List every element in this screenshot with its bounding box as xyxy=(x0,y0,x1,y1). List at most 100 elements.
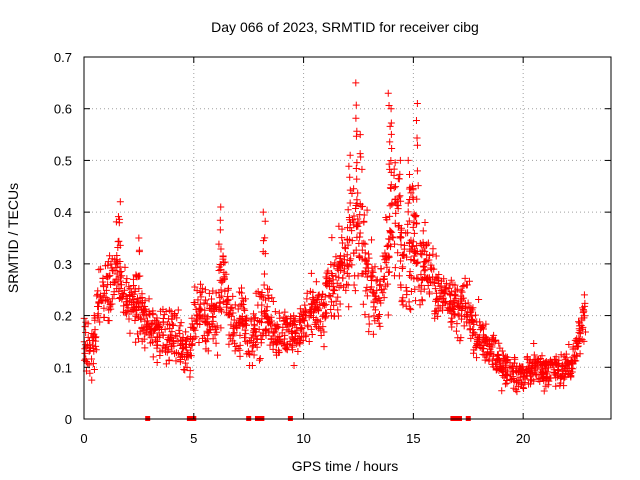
data-point xyxy=(319,312,327,320)
data-point xyxy=(457,292,465,300)
data-point xyxy=(110,288,118,296)
data-point xyxy=(346,186,354,194)
data-point xyxy=(260,281,268,289)
data-point xyxy=(421,218,429,226)
data-point xyxy=(396,192,404,200)
data-point xyxy=(115,237,123,245)
data-point xyxy=(410,275,418,283)
data-point xyxy=(169,312,177,320)
data-point xyxy=(94,302,102,310)
data-point xyxy=(464,308,472,316)
data-point xyxy=(356,211,364,219)
data-point xyxy=(290,335,298,343)
data-point xyxy=(88,376,96,384)
data-point xyxy=(116,285,124,293)
data-point xyxy=(149,353,157,361)
data-point xyxy=(161,325,169,333)
data-point xyxy=(95,299,103,307)
data-point xyxy=(409,223,417,231)
data-point xyxy=(554,366,562,374)
data-point xyxy=(451,292,459,300)
data-point xyxy=(96,318,104,326)
data-point xyxy=(263,285,271,293)
data-point xyxy=(88,355,96,363)
data-point xyxy=(388,144,396,152)
data-point xyxy=(565,340,573,348)
data-point xyxy=(223,297,231,305)
y-tick-label: 0.1 xyxy=(54,360,72,375)
data-point xyxy=(429,245,437,253)
data-point xyxy=(258,315,266,323)
data-point xyxy=(312,278,320,286)
data-point xyxy=(126,329,134,337)
data-point xyxy=(213,322,221,330)
data-point xyxy=(227,304,235,312)
data-point xyxy=(298,324,306,332)
data-point xyxy=(392,199,400,207)
data-point xyxy=(175,326,183,334)
data-point xyxy=(337,258,345,266)
data-point xyxy=(113,256,121,264)
data-point xyxy=(460,322,468,330)
y-tick-label: 0 xyxy=(65,412,72,427)
data-point xyxy=(131,317,139,325)
data-point xyxy=(252,340,260,348)
data-point xyxy=(203,300,211,308)
data-point xyxy=(276,332,284,340)
data-point xyxy=(479,345,487,353)
data-point xyxy=(186,367,194,375)
data-point xyxy=(250,310,258,318)
data-point xyxy=(375,319,383,327)
data-point xyxy=(265,327,273,335)
data-point xyxy=(485,340,493,348)
data-point xyxy=(95,266,103,274)
data-point xyxy=(188,342,196,350)
data-point xyxy=(476,321,484,329)
data-point xyxy=(330,286,338,294)
data-point xyxy=(391,159,399,167)
data-point xyxy=(395,175,403,183)
data-point xyxy=(530,339,538,347)
data-point xyxy=(357,153,365,161)
data-point xyxy=(413,141,421,149)
data-point xyxy=(242,330,250,338)
data-point xyxy=(116,268,124,276)
data-point xyxy=(410,210,418,218)
data-point xyxy=(183,336,191,344)
data-point xyxy=(138,294,146,302)
data-point xyxy=(377,265,385,273)
data-point xyxy=(303,289,311,297)
data-point xyxy=(107,280,115,288)
data-point xyxy=(146,311,154,319)
data-point xyxy=(430,265,438,273)
data-point xyxy=(348,261,356,269)
data-point xyxy=(236,352,244,360)
data-point xyxy=(453,320,461,328)
data-point xyxy=(243,314,251,322)
data-point xyxy=(329,282,337,290)
data-point xyxy=(464,299,472,307)
data-point xyxy=(447,318,455,326)
data-point xyxy=(129,275,137,283)
data-point xyxy=(552,382,560,390)
data-point xyxy=(328,271,336,279)
data-point xyxy=(102,286,110,294)
data-point xyxy=(305,313,313,321)
data-point xyxy=(307,325,315,333)
data-point xyxy=(561,356,569,364)
data-point xyxy=(302,331,310,339)
data-point xyxy=(373,276,381,284)
data-point xyxy=(252,289,260,297)
data-point xyxy=(496,365,504,373)
data-point xyxy=(231,301,239,309)
data-point xyxy=(344,206,352,214)
data-point xyxy=(290,361,298,369)
data-point xyxy=(384,311,392,319)
data-point xyxy=(261,234,269,242)
data-point xyxy=(385,241,393,249)
data-point xyxy=(144,317,152,325)
data-point xyxy=(200,332,208,340)
data-point xyxy=(306,306,314,314)
data-point xyxy=(339,274,347,282)
data-point xyxy=(334,293,342,301)
